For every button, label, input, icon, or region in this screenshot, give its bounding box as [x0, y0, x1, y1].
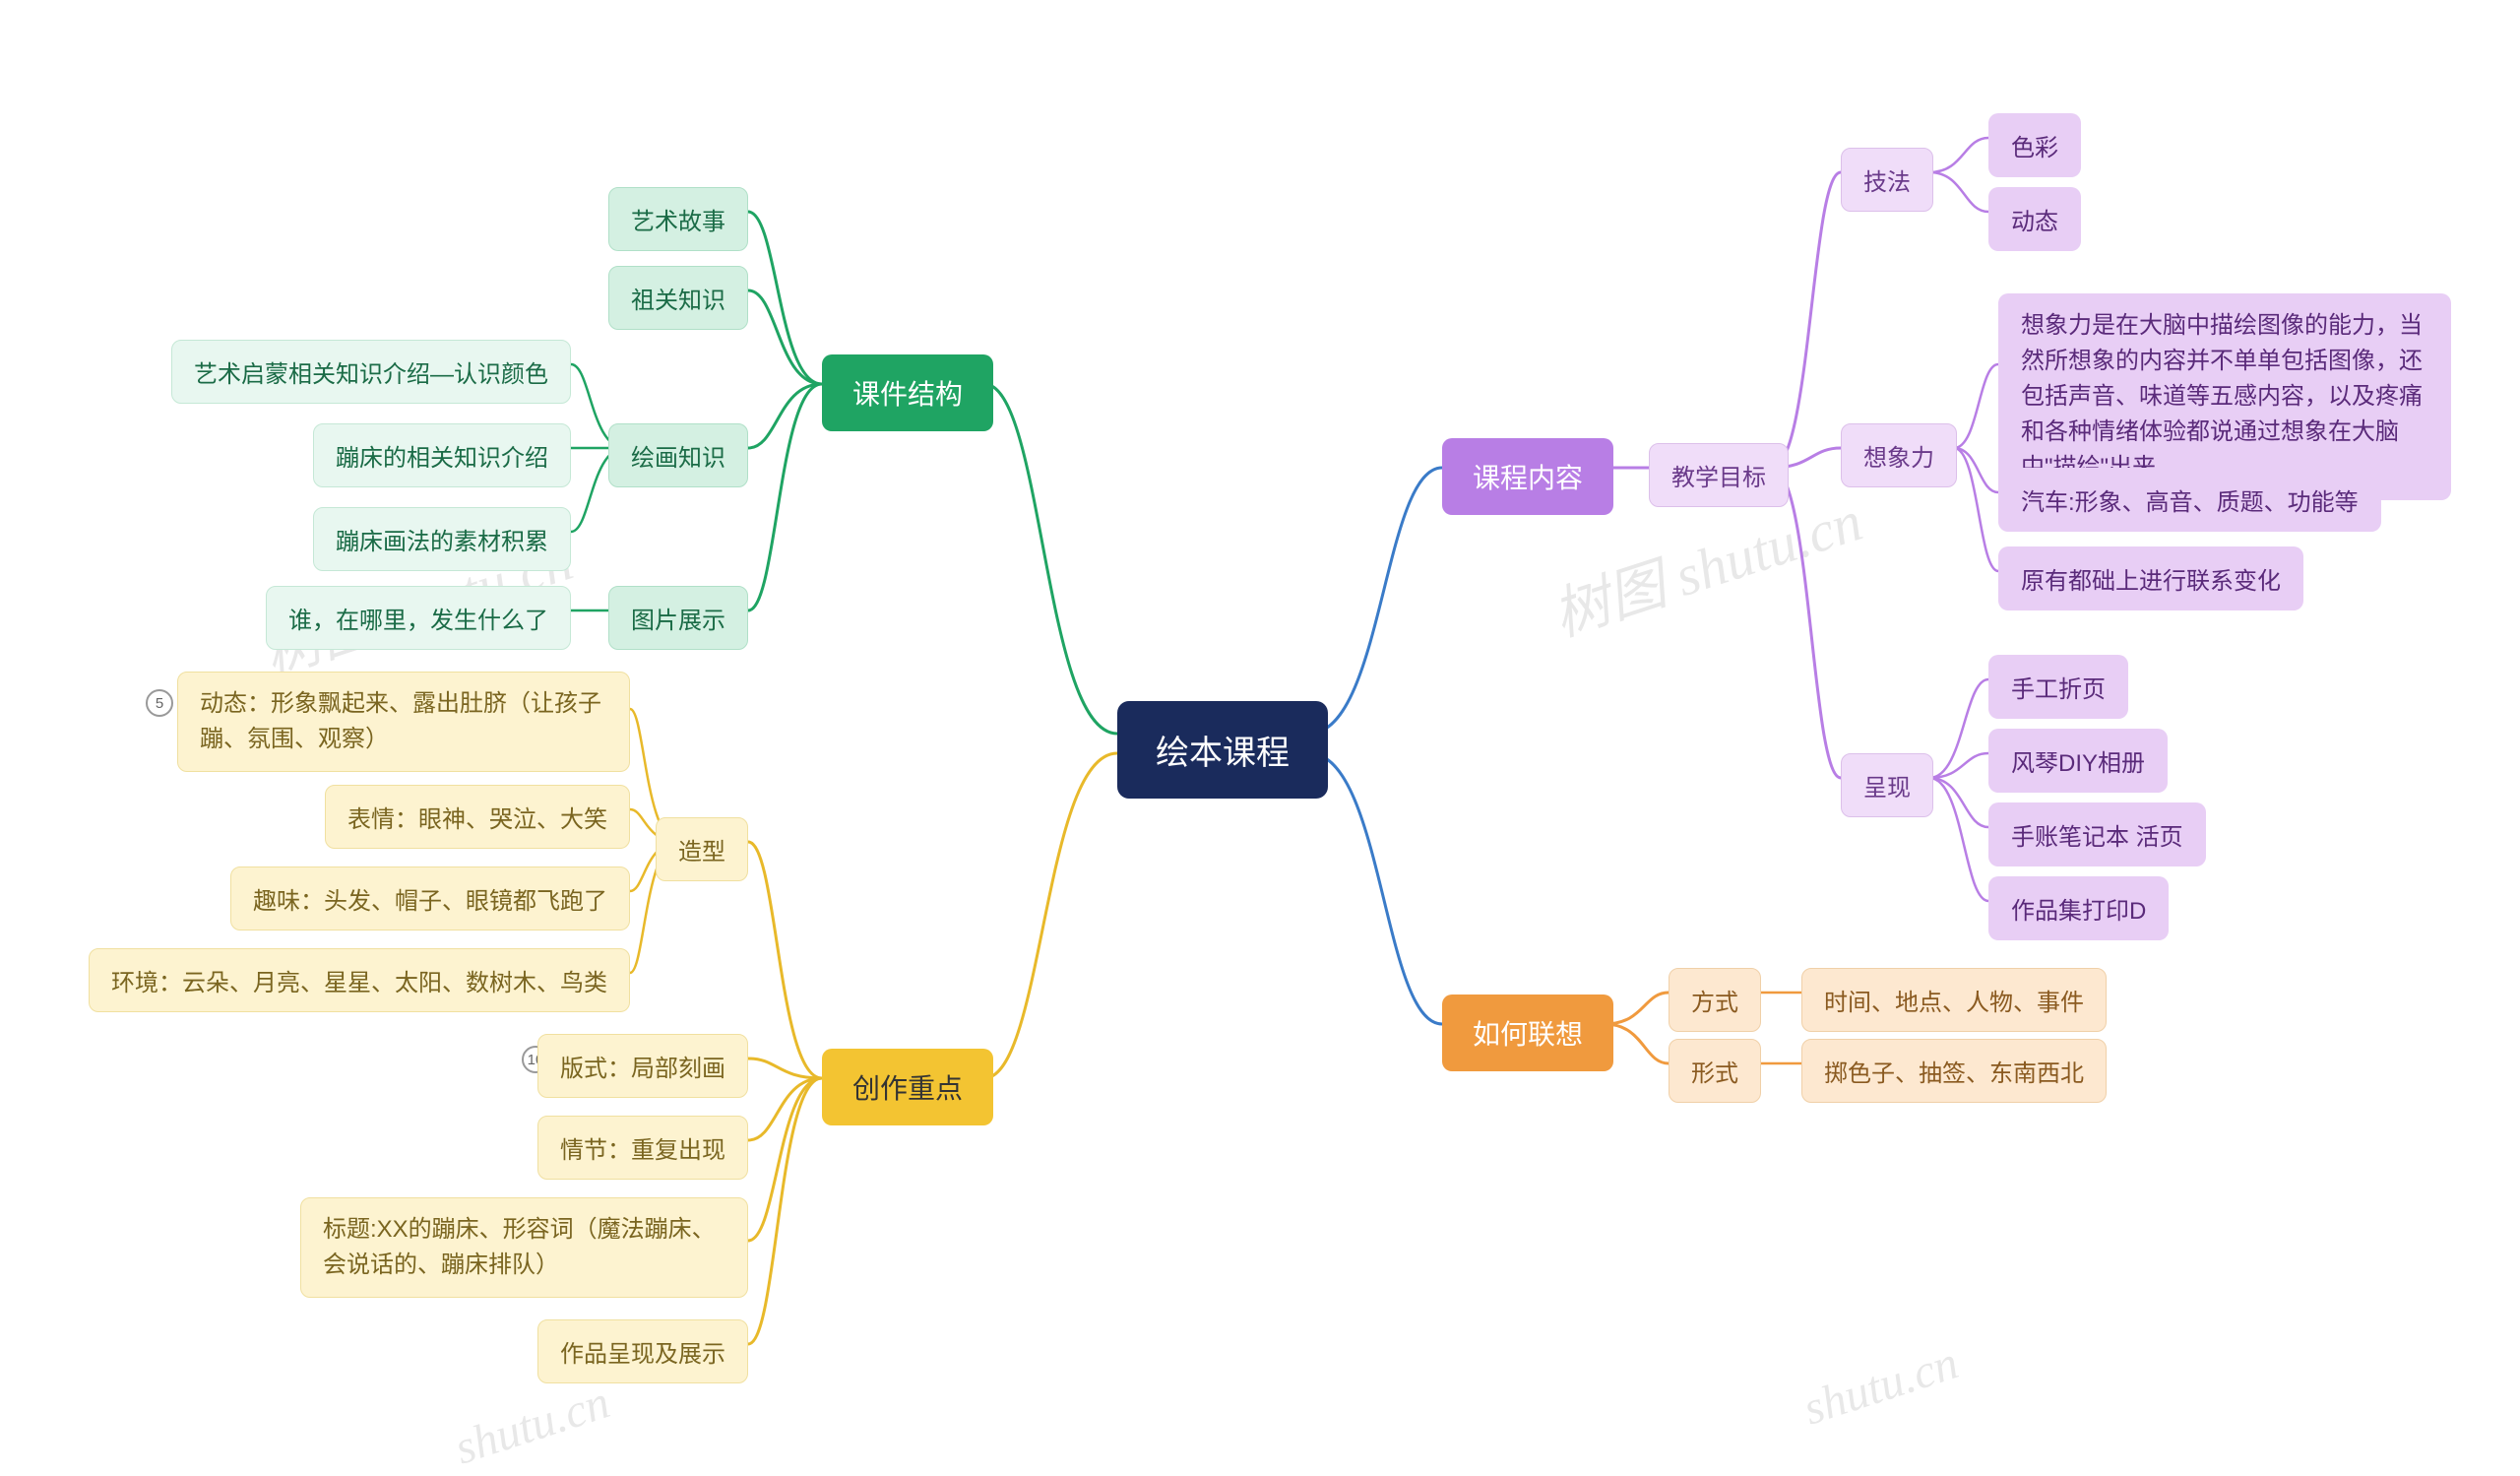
- node-trampoline-knowledge[interactable]: 蹦床的相关知识介绍: [313, 423, 571, 487]
- branch-how-associate[interactable]: 如何联想: [1442, 995, 1613, 1071]
- node-method-detail[interactable]: 时间、地点、人物、事件: [1801, 968, 2107, 1032]
- watermark: shutu.cn: [1796, 1335, 1964, 1436]
- node-notebook[interactable]: 手账笔记本 活页: [1988, 802, 2206, 866]
- node-original-basis[interactable]: 原有都础上进行联系变化: [1998, 546, 2303, 610]
- node-environment[interactable]: 环境：云朵、月亮、星星、太阳、数树木、鸟类: [89, 948, 630, 1012]
- node-trampoline-material[interactable]: 蹦床画法的素材积累: [313, 507, 571, 571]
- node-present[interactable]: 呈现: [1841, 753, 1933, 817]
- node-color[interactable]: 色彩: [1988, 113, 2081, 177]
- node-title[interactable]: 标题:XX的蹦床、形容词（魔法蹦床、会说话的、蹦床排队）: [300, 1197, 748, 1298]
- branch-creation-focus[interactable]: 创作重点: [822, 1049, 993, 1125]
- node-art-enlighten[interactable]: 艺术启蒙相关知识介绍—认识颜色: [171, 340, 571, 404]
- node-form[interactable]: 形式: [1669, 1039, 1761, 1103]
- node-plot[interactable]: 情节：重复出现: [537, 1116, 748, 1180]
- node-imagination[interactable]: 想象力: [1841, 423, 1957, 487]
- node-layout[interactable]: 版式：局部刻画: [537, 1034, 748, 1098]
- root-node[interactable]: 绘本课程: [1117, 701, 1328, 799]
- node-painting-knowledge[interactable]: 绘画知识: [608, 423, 748, 487]
- node-image-show[interactable]: 图片展示: [608, 586, 748, 650]
- node-ancestral-knowledge[interactable]: 祖关知识: [608, 266, 748, 330]
- node-car[interactable]: 汽车:形象、高音、质题、功能等: [1998, 468, 2381, 532]
- node-portfolio-print[interactable]: 作品集打印D: [1988, 876, 2169, 940]
- node-dynamic2[interactable]: 动态: [1988, 187, 2081, 251]
- node-handmade-fold[interactable]: 手工折页: [1988, 655, 2128, 719]
- node-form-detail[interactable]: 掷色子、抽签、东南西北: [1801, 1039, 2107, 1103]
- watermark: shutu.cn: [448, 1375, 615, 1475]
- branch-courseware-structure[interactable]: 课件结构: [822, 354, 993, 431]
- node-interest[interactable]: 趣味：头发、帽子、眼镜都飞跑了: [230, 866, 630, 931]
- node-who-where[interactable]: 谁，在哪里，发生什么了: [266, 586, 571, 650]
- node-art-story[interactable]: 艺术故事: [608, 187, 748, 251]
- node-modeling[interactable]: 造型: [656, 817, 748, 881]
- node-work-present[interactable]: 作品呈现及展示: [537, 1319, 748, 1383]
- node-method[interactable]: 方式: [1669, 968, 1761, 1032]
- badge-5: 5: [146, 689, 173, 717]
- mindmap-canvas: 树图 shutu.cn 树图 shutu.cn shutu.cn shutu.c…: [0, 0, 2520, 1470]
- node-teaching-goal[interactable]: 教学目标: [1649, 443, 1789, 507]
- branch-course-content[interactable]: 课程内容: [1442, 438, 1613, 515]
- node-expression[interactable]: 表情：眼神、哭泣、大笑: [325, 785, 630, 849]
- node-technique[interactable]: 技法: [1841, 148, 1933, 212]
- node-dynamic[interactable]: 动态：形象飘起来、露出肚脐（让孩子蹦、氛围、观察）: [177, 672, 630, 772]
- node-accordion-diy[interactable]: 风琴DIY相册: [1988, 729, 2168, 793]
